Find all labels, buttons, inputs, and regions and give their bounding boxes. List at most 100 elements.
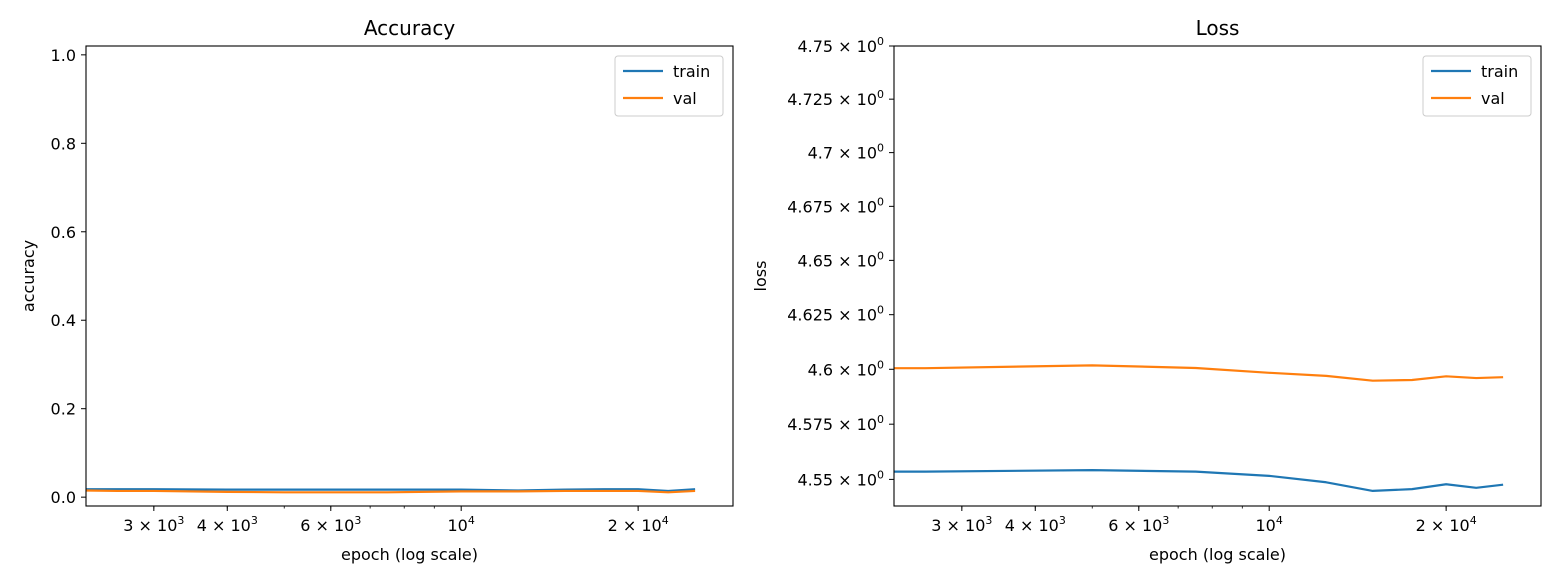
x-tick-label-times: × bbox=[310, 516, 334, 535]
x-tick-label-mantissa: 2 bbox=[1416, 516, 1426, 535]
y-tick-label-times: × bbox=[833, 90, 857, 109]
y-tick-label: 1.0 bbox=[51, 46, 76, 65]
legend-label-train: train bbox=[673, 62, 710, 81]
series-line-train bbox=[86, 488, 696, 493]
y-tick-label: 4.575 × 100 bbox=[787, 413, 884, 434]
chart-title: Loss bbox=[1196, 16, 1240, 40]
x-tick-label-times: × bbox=[133, 516, 157, 535]
y-tick-label-times: × bbox=[833, 37, 857, 56]
legend: train val bbox=[614, 55, 724, 117]
x-tick-label-exponent: 3 bbox=[354, 514, 361, 527]
y-tick-label-times: × bbox=[833, 306, 857, 325]
y-tick-label-times: × bbox=[833, 144, 857, 163]
y-axis-title: accuracy bbox=[19, 240, 38, 312]
legend-label-train: train bbox=[1481, 62, 1518, 81]
y-tick-label-mantissa: 4.575 bbox=[787, 415, 833, 434]
y-axis-title: loss bbox=[751, 261, 770, 292]
y-tick-label: 4.7 × 100 bbox=[808, 142, 884, 163]
x-tick-label-mantissa: 2 bbox=[608, 516, 618, 535]
y-tick-label: 0.8 bbox=[51, 134, 76, 153]
y-tick-label: 4.725 × 100 bbox=[787, 88, 884, 109]
y-tick-label: 4.75 × 100 bbox=[797, 35, 884, 56]
x-tick-label-exponent: 4 bbox=[1470, 514, 1477, 527]
x-tick-label: 2 × 104 bbox=[1416, 514, 1477, 535]
legend: train val bbox=[1422, 55, 1532, 117]
y-tick-label-mantissa: 4.725 bbox=[787, 90, 833, 109]
y-tick-label: 4.55 × 100 bbox=[797, 468, 884, 489]
y-tick-label-mantissa: 4.625 bbox=[787, 306, 833, 325]
y-tick-label-base: 10 bbox=[857, 90, 877, 109]
x-tick-label-exponent: 4 bbox=[1276, 514, 1283, 527]
y-tick-label: 4.625 × 100 bbox=[787, 304, 884, 325]
y-tick-label-mantissa: 4.6 bbox=[808, 360, 833, 379]
x-tick-label-exponent: 3 bbox=[1059, 514, 1066, 527]
x-tick-label: 104 bbox=[448, 514, 475, 535]
legend-label-val: val bbox=[1481, 89, 1505, 108]
y-tick-label-mantissa: 4.55 bbox=[797, 470, 833, 489]
x-tick-label: 4 × 103 bbox=[197, 514, 258, 535]
x-tick-label-times: × bbox=[618, 516, 642, 535]
x-tick-label-base: 10 bbox=[157, 516, 177, 535]
x-tick-label: 3 × 103 bbox=[931, 514, 992, 535]
y-tick-label-exponent: 0 bbox=[877, 468, 884, 481]
y-tick-label-base: 10 bbox=[857, 37, 877, 56]
x-tick-label-mantissa: 6 bbox=[300, 516, 310, 535]
series-line-train bbox=[894, 469, 1504, 493]
y-tick-label-times: × bbox=[833, 360, 857, 379]
y-tick-label-base: 10 bbox=[857, 470, 877, 489]
y-tick-label: 4.6 × 100 bbox=[808, 358, 884, 379]
x-tick-label-base: 10 bbox=[448, 516, 468, 535]
x-tick-label-mantissa: 3 bbox=[123, 516, 133, 535]
x-tick-label-times: × bbox=[941, 516, 965, 535]
y-tick-label-base: 10 bbox=[857, 144, 877, 163]
x-tick-label: 2 × 104 bbox=[608, 514, 669, 535]
x-tick-label: 4 × 103 bbox=[1005, 514, 1066, 535]
axes-frame bbox=[893, 45, 1542, 507]
y-tick-label-mantissa: 4.65 bbox=[797, 251, 833, 270]
y-tick-label-base: 10 bbox=[857, 197, 877, 216]
x-axis-title: epoch (log scale) bbox=[1149, 545, 1286, 564]
chart-title: Accuracy bbox=[364, 16, 455, 40]
x-tick-label-exponent: 4 bbox=[468, 514, 475, 527]
x-tick-label-exponent: 3 bbox=[985, 514, 992, 527]
x-tick-label-exponent: 3 bbox=[251, 514, 258, 527]
x-tick-label-times: × bbox=[207, 516, 231, 535]
x-tick-label-mantissa: 4 bbox=[197, 516, 207, 535]
series-line-val bbox=[894, 364, 1504, 382]
y-tick-label-exponent: 0 bbox=[877, 358, 884, 371]
x-tick-label-base: 10 bbox=[230, 516, 250, 535]
y-tick-label-base: 10 bbox=[857, 251, 877, 270]
x-tick-label-times: × bbox=[1118, 516, 1142, 535]
y-tick-label: 0.6 bbox=[51, 223, 76, 242]
x-tick-label-exponent: 4 bbox=[662, 514, 669, 527]
x-tick-label-exponent: 3 bbox=[177, 514, 184, 527]
y-tick-label-exponent: 0 bbox=[877, 413, 884, 426]
x-tick-label: 6 × 103 bbox=[300, 514, 361, 535]
y-tick-label-times: × bbox=[833, 197, 857, 216]
y-tick-label-times: × bbox=[833, 470, 857, 489]
x-tick-label-mantissa: 4 bbox=[1005, 516, 1015, 535]
y-tick-label: 4.675 × 100 bbox=[787, 195, 884, 216]
y-tick-label-times: × bbox=[833, 415, 857, 434]
y-tick-label: 0.0 bbox=[51, 488, 76, 507]
x-tick-label-base: 10 bbox=[641, 516, 661, 535]
y-tick-label-exponent: 0 bbox=[877, 142, 884, 155]
y-tick-label-exponent: 0 bbox=[877, 88, 884, 101]
y-tick-label: 0.2 bbox=[51, 400, 76, 419]
x-tick-label-mantissa: 3 bbox=[931, 516, 941, 535]
y-tick-label-mantissa: 4.7 bbox=[808, 144, 833, 163]
y-tick-label-exponent: 0 bbox=[877, 195, 884, 208]
y-tick-label: 4.65 × 100 bbox=[797, 249, 884, 270]
x-tick-label-base: 10 bbox=[1038, 516, 1058, 535]
legend-label-val: val bbox=[673, 89, 697, 108]
y-tick-label-mantissa: 4.75 bbox=[797, 37, 833, 56]
x-tick-label-base: 10 bbox=[1256, 516, 1276, 535]
y-tick-label-mantissa: 4.675 bbox=[787, 197, 833, 216]
y-tick-label-base: 10 bbox=[857, 306, 877, 325]
y-tick-label-times: × bbox=[833, 251, 857, 270]
series-line-val bbox=[86, 489, 696, 494]
x-tick-label: 104 bbox=[1256, 514, 1283, 535]
